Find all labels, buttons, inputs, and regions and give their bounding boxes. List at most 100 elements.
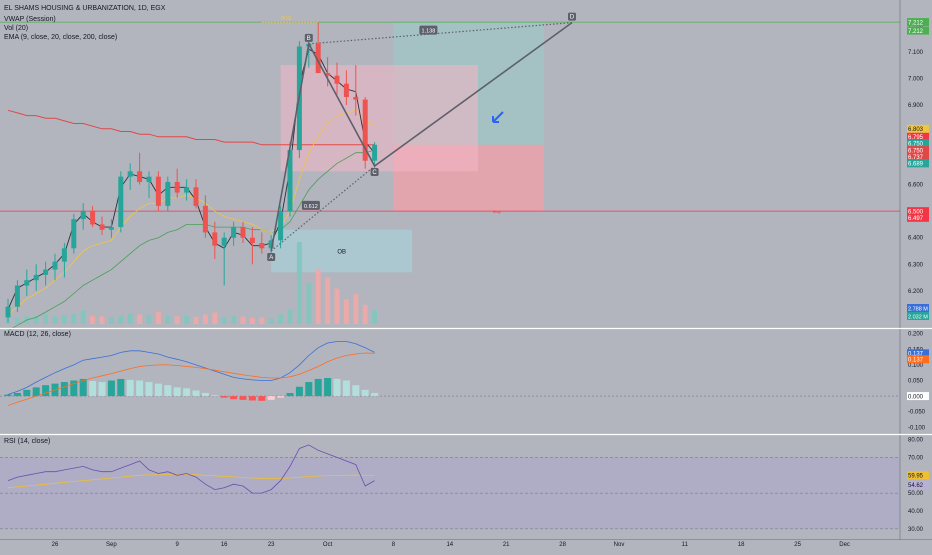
macd-histogram-bar: [201, 392, 209, 397]
ema20-line: [7, 149, 375, 332]
macd-histogram-bar: [70, 380, 78, 397]
volume-bar: [353, 293, 359, 324]
candle-body: [221, 237, 227, 246]
candle-body: [137, 171, 143, 182]
macd-histogram-bar: [230, 396, 238, 400]
price-pane: OB Stop BOS A B C D 0.612 1.138 7.200 7.100 7.000 6.…: [0, 12, 929, 332]
candle-body: [174, 181, 180, 193]
volume-bar: [165, 315, 171, 324]
pattern-point-d-badge: [568, 12, 576, 21]
macd-histogram-bar: [286, 392, 294, 397]
candle-body: [24, 280, 30, 286]
volume-bar: [259, 317, 265, 324]
pattern-point-c-badge: [370, 168, 379, 177]
volume-tag-bg: [907, 312, 929, 320]
volume-tag: 2.032 M: [908, 314, 928, 320]
macd-histogram-bar: [79, 378, 87, 397]
rsi-tick-label: 80.00: [908, 438, 924, 444]
macd-histogram-bar: [239, 396, 247, 400]
abcd-pattern-line: [270, 21, 573, 252]
price-tag: 6.795: [908, 135, 924, 141]
price-tick-label: 6.200: [908, 289, 924, 295]
macd-histogram-bar: [145, 382, 153, 397]
macd-histogram-bar: [107, 380, 115, 397]
volume-bar: [118, 315, 124, 324]
macd-histogram-bar: [267, 396, 275, 400]
candle-body: [372, 144, 378, 161]
candle-body: [362, 99, 368, 161]
macd-tick-label: -0.100: [908, 425, 926, 431]
pane-dividers: [0, 0, 932, 540]
macd-tick-label: -0.050: [908, 410, 926, 416]
macd-histogram-bar: [136, 380, 144, 397]
macd-histogram-bar: [211, 395, 219, 397]
volume-bar: [155, 311, 161, 324]
pattern-point-b-badge: [304, 33, 313, 42]
rsi-tick-label: 30.00: [908, 527, 924, 533]
rsi-tag-bg: [907, 471, 929, 480]
volume-bar: [296, 242, 302, 324]
macd-histogram-bar: [361, 389, 369, 397]
ob-label: OB: [337, 250, 346, 256]
price-tag-bg: [907, 146, 929, 155]
rsi-ma-line: [7, 474, 375, 489]
ema-legend: EMA (9, close, 20, close, 200, close): [4, 34, 117, 41]
macd-tick-label: 0.050: [908, 379, 924, 385]
price-tick-label: 6.400: [908, 236, 924, 242]
macd-histogram-bar: [13, 392, 21, 397]
price-tag: 6.750: [908, 142, 924, 148]
macd-histogram-bar: [324, 378, 332, 397]
macd-tag-bg: [907, 355, 929, 364]
time-tick-label: Nov: [614, 542, 625, 548]
candle-body: [108, 227, 114, 230]
price-tick-label: 7.000: [908, 76, 924, 82]
price-tag-bg: [907, 213, 929, 222]
volume-bar: [174, 316, 180, 324]
rsi-tick-label: 50.00: [908, 491, 924, 497]
candle-body: [80, 211, 86, 220]
time-tick-label: 26: [52, 542, 59, 548]
time-tick-label: 9: [176, 542, 180, 548]
price-tag: 6.497: [908, 216, 924, 222]
time-tick-label: 14: [446, 542, 453, 548]
macd-histogram-bar: [277, 396, 285, 398]
price-tag: 6.803: [908, 127, 924, 133]
macd-histogram-bar: [220, 396, 228, 398]
macd-histogram-bar: [352, 385, 360, 397]
time-tick-label: 25: [794, 542, 801, 548]
candle-body: [43, 269, 49, 275]
time-tick-label: 18: [738, 542, 745, 548]
macd-histogram-bar: [371, 392, 379, 397]
price-tag: 6.737: [908, 155, 924, 161]
candle-body: [287, 150, 293, 212]
price-tick-label: 7.100: [908, 50, 924, 56]
price-tag: 6.689: [908, 162, 924, 168]
candle-body: [259, 243, 265, 249]
macd-tag-bg: [907, 392, 929, 401]
candle-body: [146, 176, 152, 182]
time-tick-label: 23: [268, 542, 275, 548]
macd-histogram-bar: [32, 387, 40, 397]
price-tag-bg: [907, 139, 929, 148]
candle-body: [99, 224, 105, 230]
candle-body: [202, 205, 208, 233]
candle-body: [71, 219, 77, 249]
macd-line: [7, 341, 375, 395]
volume-bar: [33, 315, 39, 324]
candle-body: [184, 187, 190, 193]
macd-histogram-bar: [60, 382, 68, 397]
candle-body: [155, 176, 161, 206]
volume-bar: [372, 310, 378, 324]
box-ob: [271, 229, 413, 273]
volume-bar: [343, 299, 349, 324]
macd-histogram-bar: [89, 381, 97, 397]
volume-bar: [249, 317, 255, 324]
candle-body: [212, 232, 218, 246]
volume-bar: [146, 315, 152, 324]
volume-bar: [334, 288, 340, 324]
rsi-tick-label: 70.00: [908, 455, 924, 461]
volume-bar: [325, 277, 331, 324]
pattern-point-c: C: [372, 170, 377, 176]
macd-histogram-bar: [314, 378, 322, 397]
